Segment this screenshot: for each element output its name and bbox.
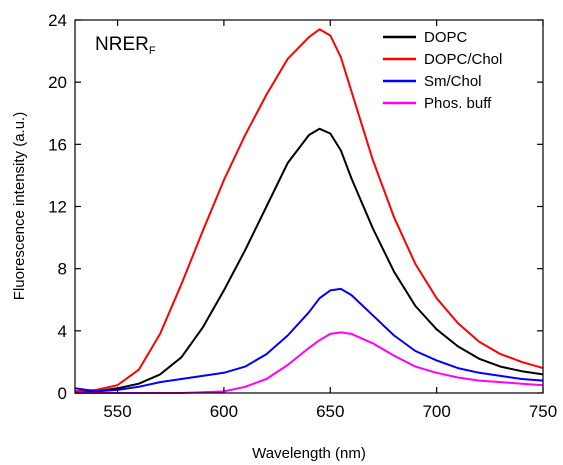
x-tick-label: 650 xyxy=(316,402,344,421)
legend: DOPC DOPC/Chol Sm/Chol Phos. buff xyxy=(383,29,502,112)
y-tick-label: 20 xyxy=(48,73,67,92)
y-tick-label: 24 xyxy=(48,11,67,30)
x-tick-label: 700 xyxy=(422,402,450,421)
legend-label-1: DOPC xyxy=(424,29,468,46)
panel-label: NRERF xyxy=(95,34,156,57)
panel-label-main: NRER xyxy=(95,34,149,55)
y-tick-label: 4 xyxy=(58,322,67,341)
y-tick-label: 8 xyxy=(58,260,67,279)
tick-layer: 550 600 650 700 750 0 4 8 12 16 20 24 xyxy=(48,11,557,421)
y-axis-title: Fluorescence intensity (a.u.) xyxy=(11,112,28,300)
series-line-4 xyxy=(75,331,544,394)
y-tick-label: 16 xyxy=(48,135,67,154)
y-tick-label: 12 xyxy=(48,198,67,217)
legend-label-2: DOPC/Chol xyxy=(424,51,502,68)
legend-label-4: Phos. buff xyxy=(424,95,492,112)
series-line-1 xyxy=(75,127,544,393)
x-tick-label: 550 xyxy=(103,402,131,421)
y-tick-label: 0 xyxy=(58,384,67,403)
x-tick-label: 600 xyxy=(210,402,238,421)
x-tick-label: 750 xyxy=(529,402,557,421)
series-line-2 xyxy=(74,28,544,393)
series-line-3 xyxy=(74,287,544,393)
legend-label-3: Sm/Chol xyxy=(424,73,482,90)
panel-label-subscript: F xyxy=(149,45,156,57)
x-axis-title: Wavelength (nm) xyxy=(252,445,366,462)
